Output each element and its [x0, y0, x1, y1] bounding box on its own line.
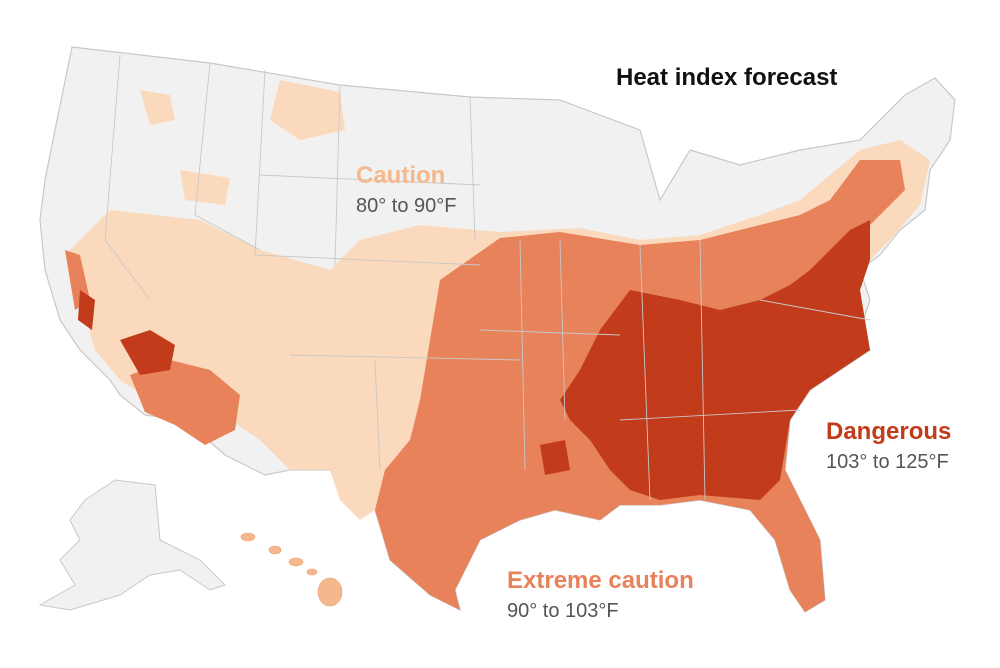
dangerous-southwest	[78, 290, 175, 375]
state-borders	[104, 54, 871, 501]
map-title: Heat index forecast	[616, 64, 838, 91]
legend-extreme-caution-range: 90° to 103°F	[507, 600, 619, 622]
legend-caution: Caution 80° to 90°F	[356, 161, 457, 221]
legend-extreme-caution-label: Extreme caution	[507, 567, 694, 594]
legend-dangerous-range: 103° to 125°F	[826, 451, 949, 473]
dangerous-texas-patch	[540, 440, 570, 475]
alaska	[38, 479, 226, 611]
legend-caution-range: 80° to 90°F	[356, 195, 457, 217]
legend-dangerous-label: Dangerous	[826, 418, 952, 445]
hawaii	[240, 532, 343, 607]
extreme-caution-southwest	[65, 250, 240, 445]
dangerous-zone	[560, 220, 870, 500]
caution-patch-north	[140, 80, 345, 205]
legend-caution-label: Caution	[356, 162, 446, 189]
legend-extreme-caution: Extreme caution 90° to 103°F	[507, 566, 694, 626]
legend-dangerous: Dangerous 103° to 125°F	[826, 417, 951, 477]
